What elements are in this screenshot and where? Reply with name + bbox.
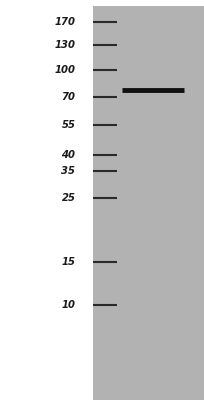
- Text: 15: 15: [61, 257, 75, 267]
- Text: 10: 10: [61, 300, 75, 310]
- Text: 130: 130: [54, 40, 75, 50]
- Text: 35: 35: [61, 166, 75, 176]
- Text: 55: 55: [61, 120, 75, 130]
- Bar: [93, 6, 204, 400]
- Text: 25: 25: [61, 193, 75, 203]
- Text: 100: 100: [54, 65, 75, 74]
- Text: 40: 40: [61, 150, 75, 160]
- Text: 70: 70: [61, 92, 75, 102]
- Text: 170: 170: [54, 18, 75, 28]
